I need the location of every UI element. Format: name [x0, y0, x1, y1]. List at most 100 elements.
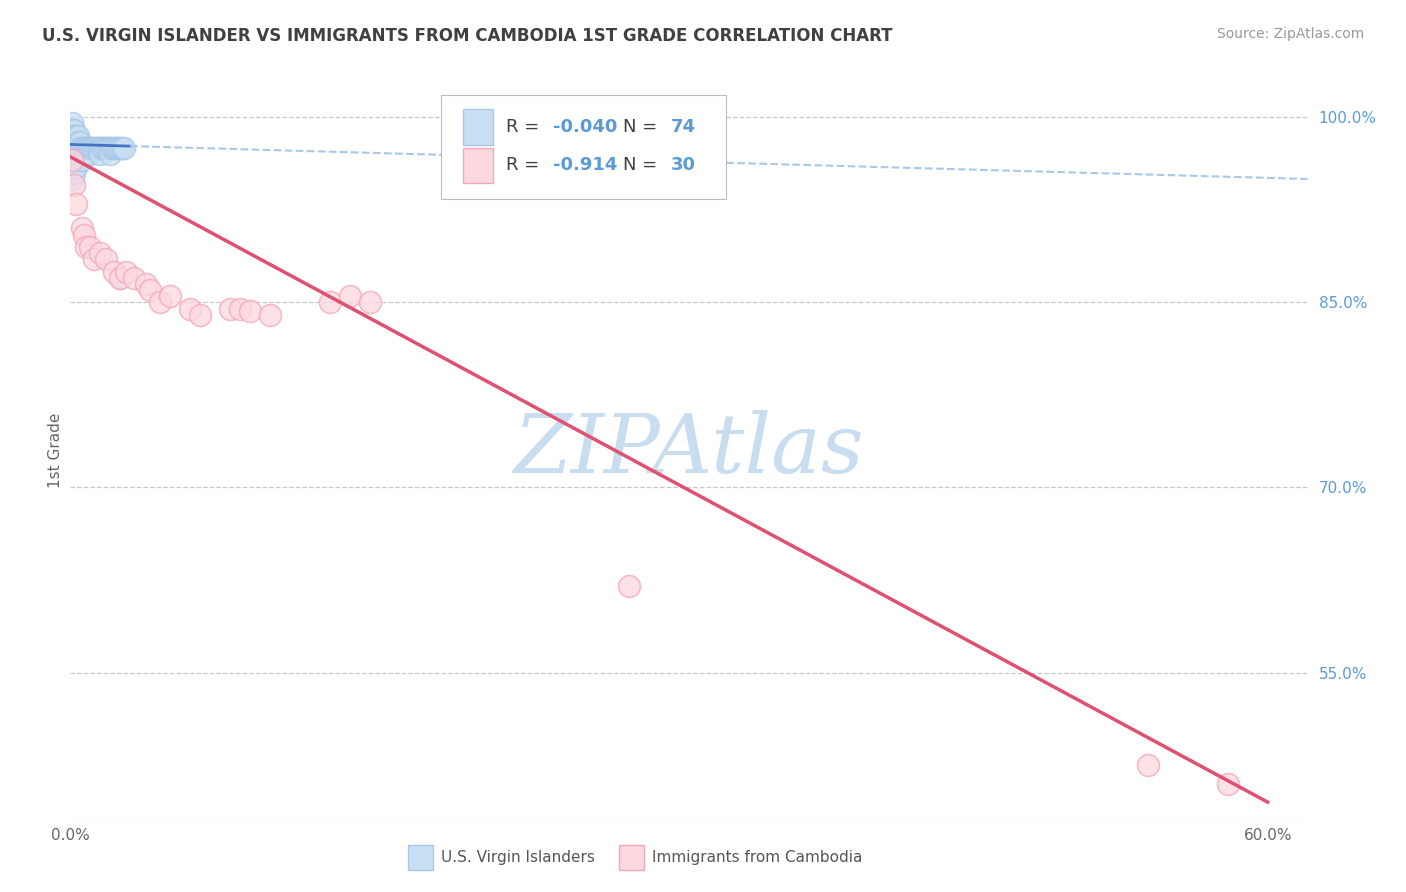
Point [65, 135, 87, 149]
Point [65, 128, 87, 143]
Point [75, 147, 97, 161]
Point [179, 301, 201, 316]
Point [60, 128, 83, 143]
Point [89, 147, 111, 161]
Text: U.S. VIRGIN ISLANDER VS IMMIGRANTS FROM CAMBODIA 1ST GRADE CORRELATION CHART: U.S. VIRGIN ISLANDER VS IMMIGRANTS FROM … [42, 27, 893, 45]
Point [105, 141, 128, 155]
Text: Source: ZipAtlas.com: Source: ZipAtlas.com [1216, 27, 1364, 41]
Point [72, 141, 94, 155]
Text: ZIPAtlas: ZIPAtlas [513, 410, 865, 491]
Y-axis label: 1st Grade: 1st Grade [48, 413, 63, 488]
Point [60, 128, 83, 143]
Point [188, 308, 211, 322]
Point [79, 141, 101, 155]
Text: N =: N = [623, 156, 664, 175]
Point [359, 295, 381, 310]
Point [111, 141, 134, 155]
Point [63, 160, 86, 174]
Point [60, 122, 83, 136]
Point [107, 141, 129, 155]
Point [89, 246, 111, 260]
Point [77, 147, 100, 161]
Point [63, 178, 86, 193]
Text: 74: 74 [671, 118, 696, 136]
Point [69, 147, 91, 161]
Point [72, 147, 94, 161]
Text: -0.040: -0.040 [553, 118, 617, 136]
Point [65, 141, 87, 155]
Point [60, 166, 83, 180]
Text: -0.914: -0.914 [553, 156, 617, 175]
Point [259, 308, 281, 322]
Point [72, 221, 94, 235]
Point [103, 141, 125, 155]
Point [60, 141, 83, 155]
Point [63, 141, 86, 155]
Point [67, 141, 90, 155]
Point [93, 141, 115, 155]
Point [135, 277, 157, 291]
Text: R =: R = [506, 156, 544, 175]
Point [122, 270, 145, 285]
Point [67, 128, 90, 143]
Point [219, 301, 242, 316]
Point [96, 252, 118, 267]
Point [239, 304, 262, 318]
Point [75, 141, 97, 155]
Point [108, 141, 131, 155]
Point [112, 141, 135, 155]
Text: U.S. Virgin Islanders: U.S. Virgin Islanders [441, 850, 595, 864]
Point [103, 264, 125, 278]
Point [60, 116, 83, 130]
Point [97, 141, 120, 155]
Point [60, 153, 83, 168]
Point [67, 135, 90, 149]
Point [1136, 758, 1159, 772]
Point [73, 141, 96, 155]
Point [617, 579, 640, 593]
Point [60, 153, 83, 168]
Point [115, 264, 138, 278]
Point [229, 301, 252, 316]
Point [79, 240, 101, 254]
Point [60, 147, 83, 161]
Point [65, 147, 87, 161]
Point [63, 128, 86, 143]
Point [339, 289, 361, 303]
Point [60, 153, 83, 168]
Point [159, 289, 181, 303]
Point [67, 147, 90, 161]
Text: Immigrants from Cambodia: Immigrants from Cambodia [652, 850, 863, 864]
Point [60, 135, 83, 149]
Point [63, 135, 86, 149]
Point [79, 147, 101, 161]
Point [73, 147, 96, 161]
Point [65, 196, 87, 211]
FancyBboxPatch shape [441, 95, 725, 199]
Point [87, 141, 110, 155]
Text: R =: R = [506, 118, 544, 136]
Point [98, 147, 121, 161]
Point [63, 153, 86, 168]
Point [319, 295, 342, 310]
Point [73, 227, 96, 242]
Point [60, 135, 83, 149]
Point [60, 160, 83, 174]
Point [96, 141, 118, 155]
Point [101, 141, 124, 155]
Point [72, 153, 94, 168]
Point [83, 252, 105, 267]
Point [69, 135, 91, 149]
Point [108, 270, 131, 285]
Text: N =: N = [623, 118, 664, 136]
Point [65, 160, 87, 174]
Point [1216, 776, 1239, 791]
Point [63, 147, 86, 161]
Point [91, 141, 114, 155]
Point [63, 128, 86, 143]
Point [63, 141, 86, 155]
Point [89, 141, 111, 155]
Bar [463, 148, 494, 183]
Point [69, 141, 91, 155]
Text: 30: 30 [671, 156, 696, 175]
